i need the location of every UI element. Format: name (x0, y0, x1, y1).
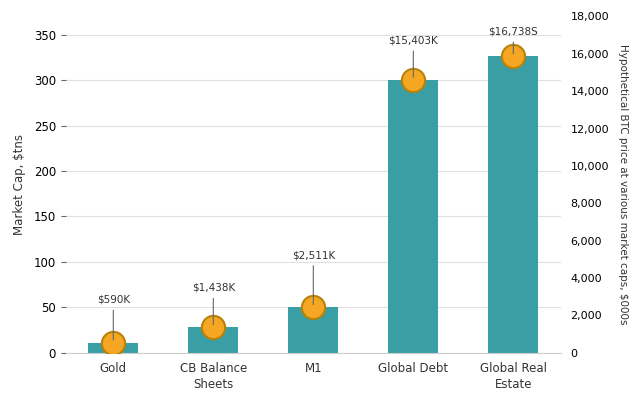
Text: $1,438K: $1,438K (192, 283, 235, 324)
Point (408, 77, 419, 83)
Text: $15,403K: $15,403K (388, 35, 438, 77)
Bar (488, 56, 538, 353)
Bar (188, 327, 238, 353)
Bar (88, 343, 138, 353)
Bar (288, 307, 339, 353)
Point (108, 340, 118, 346)
Point (508, 53, 518, 60)
Text: $590K: $590K (97, 295, 130, 340)
Text: $16,738S: $16,738S (488, 27, 538, 54)
Y-axis label: Market Cap, $tns: Market Cap, $tns (13, 134, 26, 235)
Bar (388, 80, 438, 353)
Point (308, 304, 319, 311)
Text: $2,511K: $2,511K (292, 250, 335, 305)
Y-axis label: Hypothetical BTC price at various market caps, $000s: Hypothetical BTC price at various market… (618, 44, 627, 325)
Point (208, 324, 218, 330)
